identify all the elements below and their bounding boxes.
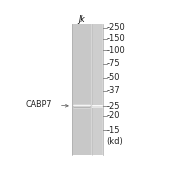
Text: -250: -250 — [106, 23, 125, 32]
Text: -100: -100 — [106, 46, 125, 55]
Text: -25: -25 — [106, 102, 120, 111]
Text: -20: -20 — [106, 111, 120, 120]
Text: -150: -150 — [106, 34, 125, 43]
Bar — [72, 24, 91, 155]
Text: CABP7: CABP7 — [25, 100, 52, 109]
Bar — [92, 24, 102, 155]
Text: (kd): (kd) — [106, 137, 123, 146]
Text: Jk: Jk — [78, 15, 85, 24]
Text: -15: -15 — [106, 126, 120, 135]
Bar — [72, 24, 103, 155]
Text: -37: -37 — [106, 86, 120, 95]
Text: -50: -50 — [106, 73, 120, 82]
Text: -75: -75 — [106, 59, 120, 68]
